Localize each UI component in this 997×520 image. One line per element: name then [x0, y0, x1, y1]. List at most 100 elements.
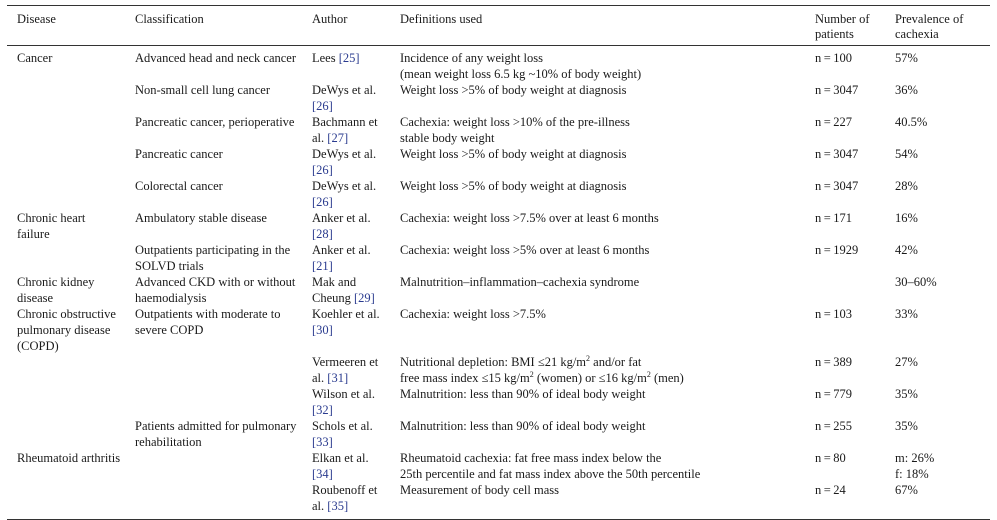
table-row: Non-small cell lung cancer DeWys et al. [… — [7, 82, 990, 114]
reference-link[interactable]: [26] — [312, 163, 333, 177]
cell-patients: n = 227 — [805, 114, 885, 146]
definition-line-2: free mass index ≤15 kg/m2 (women) or ≤16… — [400, 370, 801, 386]
cell-author: Koehler et al. [30] — [302, 306, 390, 354]
definition-tail-3: (men) — [650, 371, 684, 385]
reference-link[interactable]: [26] — [312, 195, 333, 209]
reference-link[interactable]: [30] — [312, 323, 333, 337]
prevalence-text: 16% — [895, 211, 918, 225]
cell-disease: Cancer — [7, 46, 125, 83]
header-author: Author — [302, 5, 390, 46]
cell-prevalence: 35% — [885, 418, 990, 450]
disease-text: Rheumatoid arthritis — [17, 451, 121, 465]
cell-definition: Weight loss >5% of body weight at diagno… — [390, 178, 805, 210]
cell-definition: Weight loss >5% of body weight at diagno… — [390, 146, 805, 178]
superscript: 2 — [586, 354, 591, 363]
cell-patients: n = 3047 — [805, 82, 885, 114]
patients-text: n = 779 — [815, 387, 853, 401]
reference-link[interactable]: [21] — [312, 259, 333, 273]
reference-link[interactable]: [29] — [354, 291, 375, 305]
patients-text: n = 227 — [815, 115, 853, 129]
classification-text: Outpatients participating in the SOLVD t… — [135, 243, 291, 273]
table-row: Roubenoff et al. [35] Measurement of body… — [7, 482, 990, 520]
table-container: Disease Classification Author Definition… — [7, 5, 990, 520]
cell-disease — [7, 418, 125, 450]
cell-disease — [7, 146, 125, 178]
cell-disease — [7, 242, 125, 274]
header-classification: Classification — [125, 5, 302, 46]
patients-text: n = 1929 — [815, 243, 859, 257]
definition-text-2: 25th percentile and fat mass index above… — [400, 467, 701, 481]
patients-text: n = 103 — [815, 307, 853, 321]
table-row: Pancreatic cancer DeWys et al. [26] Weight… — [7, 146, 990, 178]
cell-classification: Non-small cell lung cancer — [125, 82, 302, 114]
cell-prevalence: 28% — [885, 178, 990, 210]
definition-line-1: Malnutrition–inflammation–cachexia syndr… — [400, 274, 801, 290]
definition-text: Malnutrition: less than 90% of ideal bod… — [400, 387, 646, 401]
reference-link[interactable]: [32] — [312, 403, 333, 417]
cell-disease: Chronic kidney disease — [7, 274, 125, 306]
definition-text: Cachexia: weight loss >5% over at least … — [400, 243, 650, 257]
cell-classification — [125, 386, 302, 418]
cell-prevalence: 67% — [885, 482, 990, 520]
patients-text: n = 389 — [815, 355, 853, 369]
cell-definition: Cachexia: weight loss >7.5% over at leas… — [390, 210, 805, 242]
reference-link[interactable]: [25] — [338, 51, 360, 65]
table-row: Patients admitted for pulmonary rehabili… — [7, 418, 990, 450]
definition-text: Malnutrition: less than 90% of ideal bod… — [400, 419, 646, 433]
classification-text: Non-small cell lung cancer — [135, 83, 271, 97]
cell-patients: n = 389 — [805, 354, 885, 386]
prevalence-text: 40.5% — [895, 115, 928, 129]
definition-line-1: Cachexia: weight loss >10% of the pre-il… — [400, 114, 801, 130]
cell-prevalence: 42% — [885, 242, 990, 274]
reference-link[interactable]: [27] — [327, 131, 349, 145]
reference-link[interactable]: [31] — [327, 371, 349, 385]
cell-disease — [7, 386, 125, 418]
reference-link[interactable]: [34] — [312, 467, 333, 481]
table-row: Pancreatic cancer, perioperative Bachmann… — [7, 114, 990, 146]
cell-patients: n = 1929 — [805, 242, 885, 274]
reference-link[interactable]: [26] — [312, 99, 333, 113]
author-text: Anker et al. — [312, 243, 371, 257]
cell-classification: Advanced CKD with or without haemodialys… — [125, 274, 302, 306]
disease-text: Cancer — [17, 51, 53, 65]
author-text: Roubenoff et al. — [312, 483, 378, 513]
header-prevalence: Prevalence of cachexia — [885, 5, 990, 46]
table-body: Cancer Advanced head and neck cancer Lees … — [7, 46, 990, 520]
definition-line-1: Malnutrition: less than 90% of ideal bod… — [400, 418, 801, 434]
cell-classification — [125, 482, 302, 520]
cell-author: DeWys et al. [26] — [302, 146, 390, 178]
header-definitions: Definitions used — [390, 5, 805, 46]
cachexia-prevalence-table: Disease Classification Author Definition… — [7, 5, 990, 520]
reference-link[interactable]: [33] — [312, 435, 333, 449]
cell-patients: n = 255 — [805, 418, 885, 450]
header-row: Disease Classification Author Definition… — [7, 5, 990, 46]
definition-line-1: Cachexia: weight loss >5% over at least … — [400, 242, 801, 258]
cell-classification: Pancreatic cancer — [125, 146, 302, 178]
prevalence-text: m: 26% — [895, 451, 935, 465]
author-text: Bachmann et al. — [312, 115, 378, 145]
cell-patients — [805, 274, 885, 306]
cell-definition: Cachexia: weight loss >5% over at least … — [390, 242, 805, 274]
reference-link[interactable]: [28] — [312, 227, 333, 241]
cell-definition: Malnutrition: less than 90% of ideal bod… — [390, 386, 805, 418]
patients-text: n = 171 — [815, 211, 853, 225]
definition-text: Cachexia: weight loss >10% of the pre-il… — [400, 115, 630, 129]
author-text: Schols et al. — [312, 419, 373, 433]
author-text: Vermeeren et al. — [312, 355, 379, 385]
author-text: DeWys et al. — [312, 147, 377, 161]
author-text: Elkan et al. — [312, 451, 369, 465]
patients-text: n = 3047 — [815, 179, 859, 193]
prevalence-text: 36% — [895, 83, 918, 97]
prevalence-text: 28% — [895, 179, 918, 193]
reference-link[interactable]: [35] — [327, 499, 349, 513]
table-row: Wilson et al. [32] Malnutrition: less tha… — [7, 386, 990, 418]
prevalence-text: 54% — [895, 147, 918, 161]
definition-line-1: Incidence of any weight loss — [400, 50, 801, 66]
definition-text-2: free mass index ≤15 kg/m — [400, 371, 530, 385]
classification-text: Pancreatic cancer, perioperative — [135, 115, 295, 129]
prevalence-text: 27% — [895, 355, 918, 369]
cell-author: Lees [25] — [302, 46, 390, 83]
definition-line-1: Nutritional depletion: BMI ≤21 kg/m2 and… — [400, 354, 801, 370]
cell-disease: Chronic obstructive pulmonary disease (C… — [7, 306, 125, 354]
table-row: Chronic heart failure Ambulatory stable d… — [7, 210, 990, 242]
